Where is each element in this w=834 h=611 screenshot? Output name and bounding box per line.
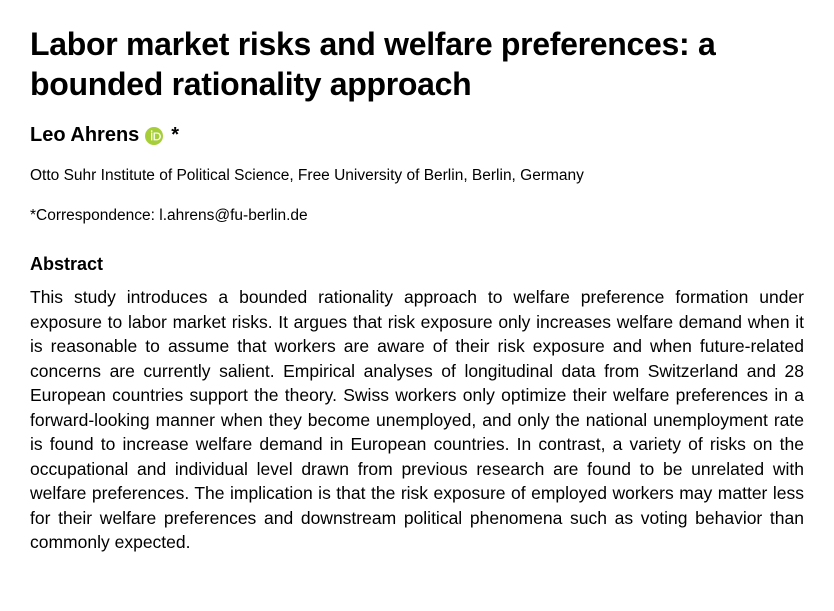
affiliation: Otto Suhr Institute of Political Science… bbox=[30, 165, 804, 187]
author-name: Leo Ahrens bbox=[30, 124, 139, 147]
corresponding-marker: * bbox=[171, 124, 179, 147]
abstract-body: This study introduces a bounded rational… bbox=[30, 285, 804, 555]
abstract-heading: Abstract bbox=[30, 254, 804, 275]
author-line: Leo Ahrens * bbox=[30, 124, 804, 147]
orcid-icon bbox=[145, 127, 163, 145]
correspondence: *Correspondence: l.ahrens@fu-berlin.de bbox=[30, 205, 804, 227]
article-title: Labor market risks and welfare preferenc… bbox=[30, 24, 804, 104]
